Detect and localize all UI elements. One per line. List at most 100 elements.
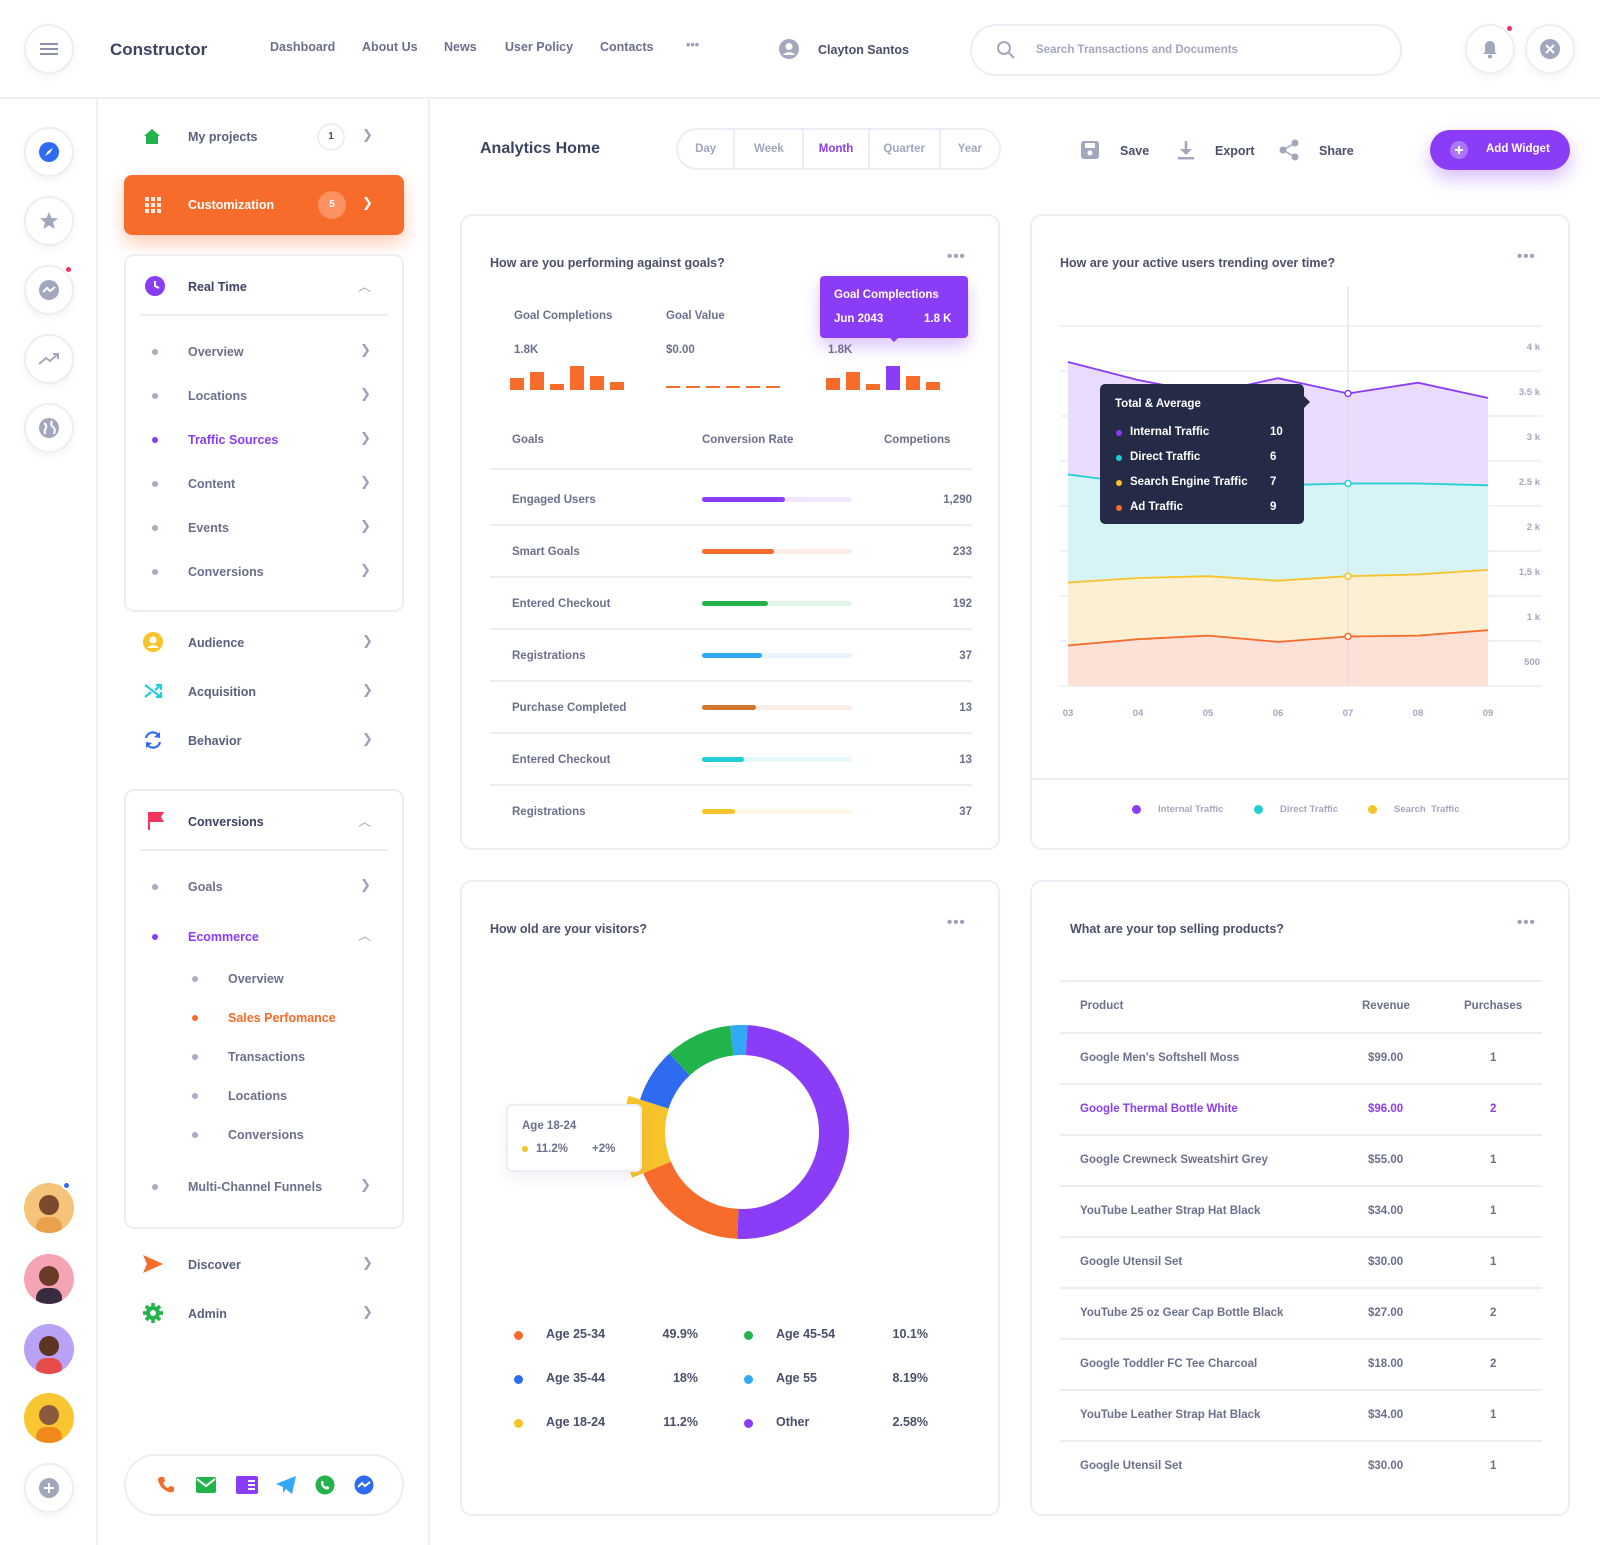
- table-row[interactable]: YouTube Leather Strap Hat Black $34.00 1: [1032, 1389, 1568, 1440]
- mail-icon[interactable]: [196, 1477, 216, 1493]
- series-line: [1067, 361, 1489, 399]
- legend-item[interactable]: Age 55 8.19%: [744, 1370, 944, 1390]
- ecommerce-item-sales-perfomance[interactable]: Sales Perfomance: [166, 1004, 396, 1034]
- sidebar-item-content[interactable]: Content ❯: [126, 468, 402, 504]
- realtime-title[interactable]: Real Time: [188, 280, 247, 294]
- table-row[interactable]: Smart Goals 233: [462, 526, 998, 578]
- user-name[interactable]: Clayton Santos: [818, 43, 909, 57]
- table-row[interactable]: Google Thermal Bottle White $96.00 2: [1032, 1083, 1568, 1134]
- explore-button[interactable]: [24, 127, 74, 177]
- legend-item[interactable]: Age 18-24 11.2%: [514, 1414, 714, 1434]
- donut-slice-other[interactable]: [737, 1025, 849, 1239]
- menu-button[interactable]: [24, 24, 74, 74]
- donut-slice-age-35-44[interactable]: [640, 1053, 691, 1110]
- tab-year[interactable]: Year: [957, 143, 983, 155]
- search-input[interactable]: Search Transactions and Documents: [1036, 44, 1238, 56]
- ecommerce-item-overview[interactable]: Overview: [166, 965, 396, 995]
- sidebar-item-ecommerce[interactable]: Ecommerce ︿: [126, 921, 402, 957]
- table-row[interactable]: Google Men's Softshell Moss $99.00 1: [1032, 1032, 1568, 1083]
- shuffle-icon: [144, 683, 163, 699]
- legend-label: Age 35-44: [546, 1371, 606, 1385]
- sidebar-item-goals[interactable]: Goals ❯: [126, 871, 402, 907]
- tab-month[interactable]: Month: [804, 130, 870, 168]
- nav-user-policy[interactable]: User Policy: [505, 40, 574, 54]
- book-icon[interactable]: [236, 1476, 258, 1494]
- sidebar-item-audience[interactable]: Audience ❯: [124, 623, 424, 663]
- chevron-up-icon[interactable]: ︿: [358, 279, 372, 294]
- avatar[interactable]: [24, 1254, 74, 1304]
- table-row[interactable]: YouTube 25 oz Gear Cap Bottle Black $27.0…: [1032, 1287, 1568, 1338]
- column-header: Purchases: [1464, 1000, 1523, 1012]
- messenger-icon[interactable]: [354, 1475, 374, 1495]
- ecommerce-item-transactions[interactable]: Transactions: [166, 1043, 396, 1073]
- donut-slice-age-45-54[interactable]: [669, 1025, 734, 1076]
- tab-quarter[interactable]: Quarter: [870, 130, 941, 168]
- globe-icon: [39, 418, 59, 438]
- donut-slice-age-25-34[interactable]: [643, 1161, 740, 1239]
- table-row[interactable]: Entered Checkout 192: [462, 578, 998, 630]
- legend-item[interactable]: Internal Traffic: [1132, 802, 1252, 818]
- sidebar-item-conversions[interactable]: Conversions ❯: [126, 556, 402, 592]
- tab-day[interactable]: Day: [678, 130, 736, 168]
- sidebar-item-traffic-sources[interactable]: Traffic Sources ❯: [126, 424, 402, 460]
- phone-icon[interactable]: [156, 1475, 176, 1495]
- table-row[interactable]: Google Toddler FC Tee Charcoal $18.00 2: [1032, 1338, 1568, 1389]
- table-row[interactable]: Google Crewneck Sweatshirt Grey $55.00 1: [1032, 1134, 1568, 1185]
- nav-more-button[interactable]: •••: [686, 38, 700, 52]
- chevron-right-icon: ❯: [360, 386, 371, 401]
- legend-item[interactable]: Age 45-54 10.1%: [744, 1326, 944, 1346]
- legend-item[interactable]: Other 2.58%: [744, 1414, 944, 1434]
- legend-item[interactable]: Direct Traffic: [1254, 802, 1374, 818]
- table-row[interactable]: Google Utensil Set $30.00 1: [1032, 1440, 1568, 1491]
- conversions-title[interactable]: Conversions: [188, 815, 264, 829]
- table-row[interactable]: Entered Checkout 13: [462, 734, 998, 786]
- nav-contacts[interactable]: Contacts: [600, 40, 654, 54]
- nav-about-us[interactable]: About Us: [362, 40, 418, 54]
- more-options-button[interactable]: •••: [1517, 248, 1536, 265]
- search-box[interactable]: Search Transactions and Documents: [970, 24, 1402, 76]
- sidebar-item-locations[interactable]: Locations ❯: [126, 380, 402, 416]
- sidebar-item-events[interactable]: Events ❯: [126, 512, 402, 548]
- sidebar-item-label: Goals: [188, 880, 223, 894]
- more-options-button[interactable]: •••: [1517, 914, 1536, 931]
- donut-slice-age-55[interactable]: [730, 1025, 748, 1056]
- legend-item[interactable]: Age 35-44 18%: [514, 1370, 714, 1390]
- avatar[interactable]: [24, 1183, 74, 1233]
- sidebar-item-admin[interactable]: Admin ❯: [124, 1294, 424, 1334]
- table-row[interactable]: Purchase Completed 13: [462, 682, 998, 734]
- avatar[interactable]: [24, 1324, 74, 1374]
- chevron-up-icon[interactable]: ︿: [358, 814, 372, 829]
- donut-slice-age-18-24[interactable]: [623, 1095, 672, 1178]
- table-row[interactable]: YouTube Leather Strap Hat Black $34.00 1: [1032, 1185, 1568, 1236]
- more-options-button[interactable]: •••: [947, 248, 966, 265]
- add-user-button[interactable]: [24, 1463, 74, 1513]
- nav-news[interactable]: News: [444, 40, 477, 54]
- sidebar-item-acquisition[interactable]: Acquisition ❯: [124, 672, 424, 712]
- favorites-button[interactable]: [24, 196, 74, 246]
- sidebar-item-my-projects[interactable]: My projects 1 ❯: [124, 117, 424, 157]
- trends-button[interactable]: [24, 334, 74, 384]
- add-widget-button[interactable]: Add Widget: [1430, 130, 1570, 170]
- table-row[interactable]: Registrations 37: [462, 786, 998, 838]
- nav-dashboard[interactable]: Dashboard: [270, 40, 336, 54]
- sidebar-item-multi-channel-funnels[interactable]: Multi-Channel Funnels ❯: [126, 1171, 402, 1207]
- sidebar-item-customization[interactable]: Customization 5 ❯: [124, 175, 404, 235]
- legend-item[interactable]: Age 25-34 49.9%: [514, 1326, 714, 1346]
- avatar[interactable]: [24, 1393, 74, 1443]
- telegram-icon[interactable]: [276, 1476, 296, 1494]
- tab-week[interactable]: Week: [735, 130, 805, 168]
- sidebar-item-discover[interactable]: Discover ❯: [124, 1245, 424, 1285]
- ecommerce-item-locations[interactable]: Locations: [166, 1082, 396, 1112]
- whatsapp-icon[interactable]: [315, 1475, 335, 1495]
- ecommerce-item-conversions[interactable]: Conversions: [166, 1121, 396, 1151]
- more-options-button[interactable]: •••: [947, 914, 966, 931]
- table-row[interactable]: Registrations 37: [462, 630, 998, 682]
- sidebar-item-behavior[interactable]: Behavior ❯: [124, 721, 424, 761]
- legend-item[interactable]: Search Traffic: [1368, 802, 1488, 818]
- globe-button[interactable]: [24, 403, 74, 453]
- close-button[interactable]: [1525, 24, 1575, 74]
- table-row[interactable]: Google Utensil Set $30.00 1: [1032, 1236, 1568, 1287]
- sidebar-item-overview[interactable]: Overview ❯: [126, 336, 402, 372]
- table-row[interactable]: Engaged Users 1,290: [462, 474, 998, 526]
- legend-label: Internal Traffic: [1158, 804, 1224, 815]
